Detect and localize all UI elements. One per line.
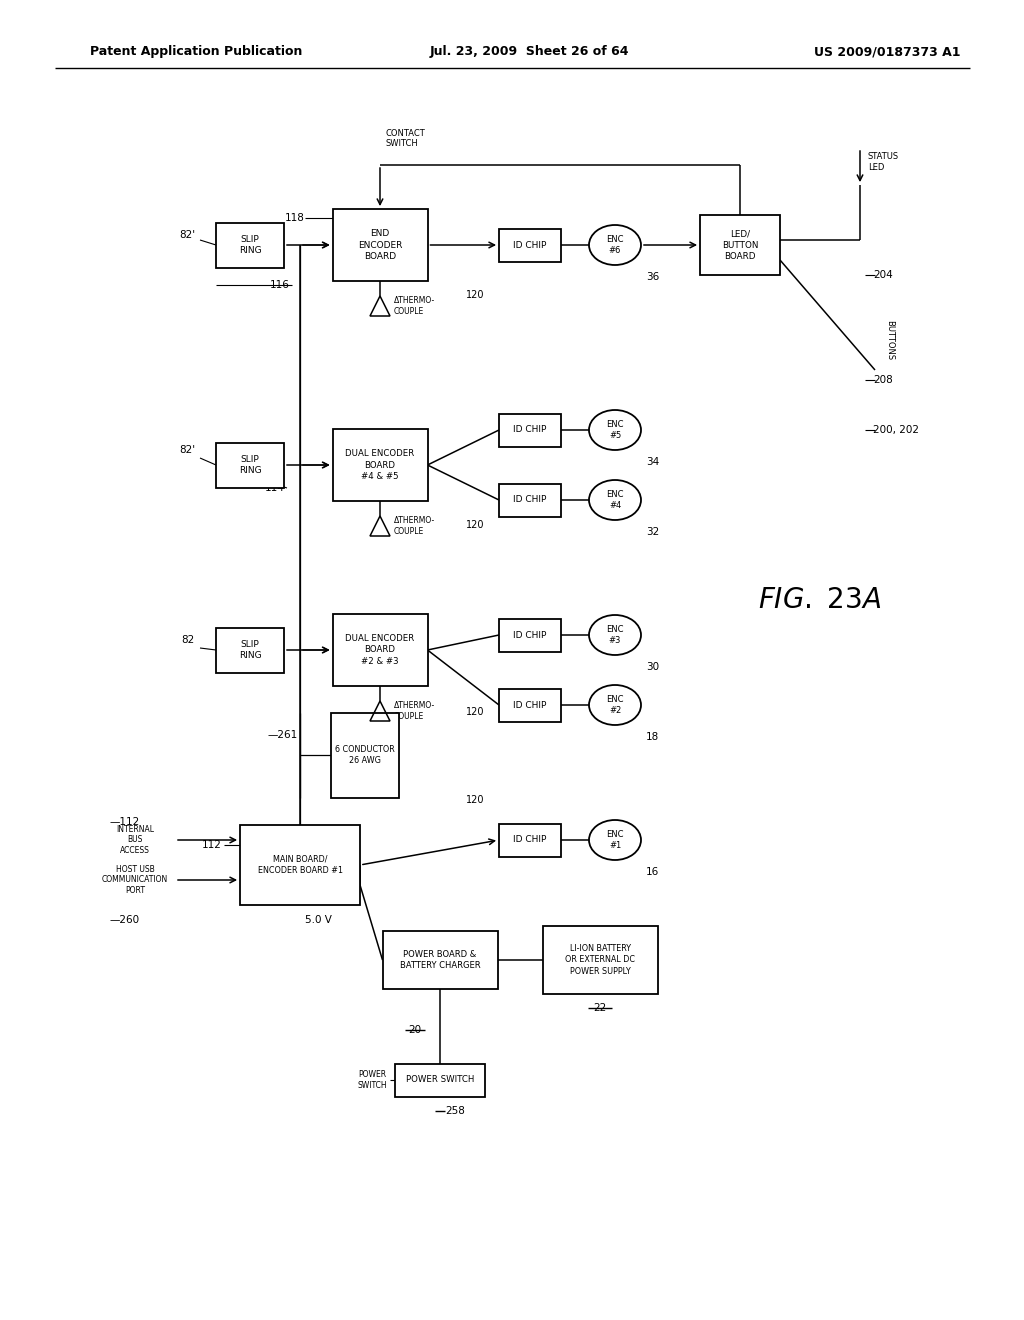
Bar — [383, 931, 498, 989]
Bar — [499, 228, 561, 261]
Text: ID CHIP: ID CHIP — [513, 701, 547, 710]
Ellipse shape — [589, 615, 641, 655]
Text: END
ENCODER
BOARD: END ENCODER BOARD — [357, 230, 402, 260]
Text: 30: 30 — [646, 663, 659, 672]
Text: 82': 82' — [179, 445, 195, 455]
Text: 16: 16 — [646, 867, 659, 876]
Bar — [240, 825, 360, 906]
Bar — [333, 209, 427, 281]
Text: 34: 34 — [646, 457, 659, 467]
Text: STATUS
LED: STATUS LED — [868, 152, 899, 172]
Text: 5.0 V: 5.0 V — [305, 915, 332, 925]
Text: ΔTHERMO-
COUPLE: ΔTHERMO- COUPLE — [394, 296, 435, 315]
Text: —261: —261 — [268, 730, 298, 741]
Text: POWER BOARD &
BATTERY CHARGER: POWER BOARD & BATTERY CHARGER — [399, 950, 480, 970]
Text: 120: 120 — [466, 290, 484, 300]
Text: 116: 116 — [270, 280, 290, 290]
Bar — [216, 627, 284, 672]
Text: LED/
BUTTON
BOARD: LED/ BUTTON BOARD — [722, 230, 758, 260]
Text: CONTACT
SWITCH: CONTACT SWITCH — [385, 128, 425, 148]
Text: 18: 18 — [646, 733, 659, 742]
Text: DUAL ENCODER
BOARD
#2 & #3: DUAL ENCODER BOARD #2 & #3 — [345, 635, 415, 665]
Text: ID CHIP: ID CHIP — [513, 495, 547, 504]
Text: Jul. 23, 2009  Sheet 26 of 64: Jul. 23, 2009 Sheet 26 of 64 — [430, 45, 630, 58]
Text: 82: 82 — [181, 635, 195, 645]
Text: 120: 120 — [466, 520, 484, 531]
Text: 120: 120 — [466, 708, 484, 717]
Bar — [216, 223, 284, 268]
Bar — [333, 614, 427, 686]
Text: ENC
#2: ENC #2 — [606, 696, 624, 714]
Ellipse shape — [589, 820, 641, 861]
Bar — [499, 483, 561, 516]
Text: US 2009/0187373 A1: US 2009/0187373 A1 — [813, 45, 961, 58]
Text: ENC
#5: ENC #5 — [606, 420, 624, 440]
Text: 118: 118 — [285, 213, 305, 223]
Bar — [333, 429, 427, 502]
Text: ID CHIP: ID CHIP — [513, 240, 547, 249]
Bar — [331, 713, 399, 797]
Text: 20: 20 — [409, 1026, 422, 1035]
Text: ENC
#1: ENC #1 — [606, 830, 624, 850]
Text: SLIP
RING: SLIP RING — [239, 235, 261, 255]
Bar — [499, 619, 561, 652]
Ellipse shape — [589, 411, 641, 450]
Bar — [499, 824, 561, 857]
Text: SLIP
RING: SLIP RING — [239, 640, 261, 660]
Bar — [216, 442, 284, 487]
Text: LI-ION BATTERY
OR EXTERNAL DC
POWER SUPPLY: LI-ION BATTERY OR EXTERNAL DC POWER SUPP… — [565, 944, 635, 975]
Text: HOST USB
COMMUNICATION
PORT: HOST USB COMMUNICATION PORT — [101, 865, 168, 895]
Text: —112: —112 — [110, 817, 140, 828]
Bar — [395, 1064, 485, 1097]
Ellipse shape — [589, 224, 641, 265]
Bar — [499, 689, 561, 722]
Text: 200, 202: 200, 202 — [873, 425, 919, 436]
Text: 208: 208 — [873, 375, 893, 385]
Text: 32: 32 — [646, 527, 659, 537]
Ellipse shape — [589, 480, 641, 520]
Text: ENC
#3: ENC #3 — [606, 626, 624, 644]
Bar — [499, 413, 561, 446]
Text: ID CHIP: ID CHIP — [513, 425, 547, 434]
Text: $FIG.\ 23A$: $FIG.\ 23A$ — [759, 586, 882, 614]
Text: 22: 22 — [593, 1003, 606, 1012]
Bar — [700, 215, 780, 275]
Bar — [543, 927, 657, 994]
Text: SLIP
RING: SLIP RING — [239, 455, 261, 475]
Text: ENC
#4: ENC #4 — [606, 490, 624, 510]
Text: 258: 258 — [445, 1106, 465, 1115]
Text: POWER SWITCH: POWER SWITCH — [406, 1076, 474, 1085]
Text: INTERNAL
BUS
ACCESS: INTERNAL BUS ACCESS — [116, 825, 154, 855]
Text: 112: 112 — [202, 840, 222, 850]
Text: BUTTONS: BUTTONS — [885, 319, 894, 360]
Text: ID CHIP: ID CHIP — [513, 836, 547, 845]
Text: 6 CONDUCTOR
26 AWG: 6 CONDUCTOR 26 AWG — [335, 744, 395, 766]
Text: 120: 120 — [466, 795, 484, 805]
Text: ENC
#6: ENC #6 — [606, 235, 624, 255]
Text: 204: 204 — [873, 271, 893, 280]
Text: MAIN BOARD/
ENCODER BOARD #1: MAIN BOARD/ ENCODER BOARD #1 — [257, 855, 342, 875]
Ellipse shape — [589, 685, 641, 725]
Text: ΔTHERMO-
COUPLE: ΔTHERMO- COUPLE — [394, 701, 435, 721]
Text: —260: —260 — [110, 915, 140, 925]
Text: Patent Application Publication: Patent Application Publication — [90, 45, 302, 58]
Text: ΔTHERMO-
COUPLE: ΔTHERMO- COUPLE — [394, 516, 435, 536]
Text: POWER
SWITCH: POWER SWITCH — [357, 1071, 387, 1090]
Text: 36: 36 — [646, 272, 659, 282]
Text: 114: 114 — [265, 483, 285, 492]
Text: 82': 82' — [179, 230, 195, 240]
Text: DUAL ENCODER
BOARD
#4 & #5: DUAL ENCODER BOARD #4 & #5 — [345, 449, 415, 480]
Text: ID CHIP: ID CHIP — [513, 631, 547, 639]
